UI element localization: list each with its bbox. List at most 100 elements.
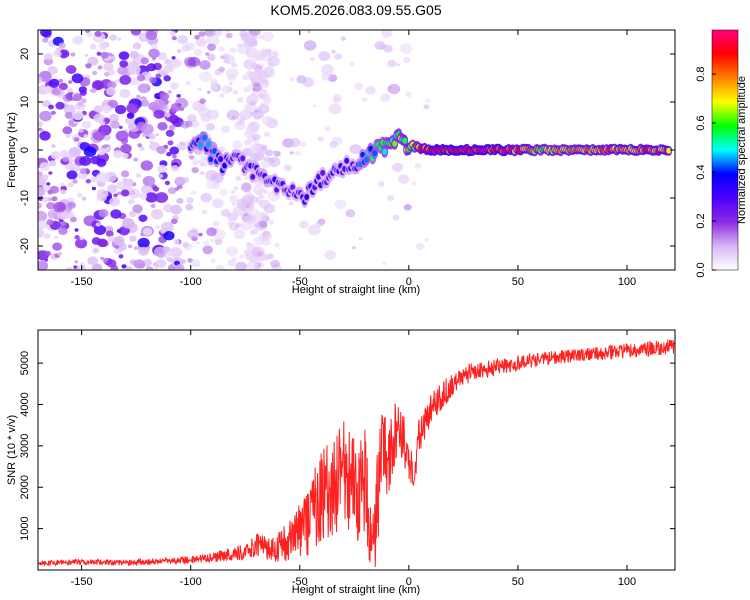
spectrogram-noise-cell (206, 227, 217, 237)
spectrogram-noise-cell (120, 189, 130, 197)
spectrogram-noise-cell (137, 237, 150, 248)
spectrogram-noise-cell (146, 64, 153, 71)
spectrogram-noise-cell (302, 77, 315, 88)
spectrogram-noise-cell (246, 261, 259, 270)
spectrogram-noise-cell (247, 121, 260, 132)
spectrogram-noise-cell (262, 78, 269, 84)
spectrogram-noise-cell (334, 53, 342, 60)
spectrogram-noise-cell (260, 159, 272, 169)
spectrogram-noise-cell (414, 162, 422, 169)
spectrogram-noise-cell (261, 31, 274, 42)
spectrogram-noise-cell (91, 263, 103, 270)
spectrogram-noise-cell (96, 193, 107, 202)
spectrogram-noise-cell (83, 134, 89, 138)
spectrogram-noise-cell (345, 209, 356, 218)
spectrogram-noise-cell (262, 115, 274, 126)
spectrogram-noise-cell (93, 81, 104, 90)
spectrogram-noise-cell (295, 150, 301, 156)
spectrogram-noise-cell (153, 109, 165, 119)
spectrogram-noise-cell (245, 34, 255, 42)
spectrogram-noise-cell (79, 236, 85, 241)
spectrogram-noise-cell (228, 81, 233, 86)
spectrogram-noise-cell (212, 182, 221, 190)
spectrogram-noise-cell (73, 265, 78, 269)
spectrogram-noise-cell (94, 30, 102, 37)
spectrogram-noise-cell (121, 264, 127, 269)
spectrogram-noise-cell (46, 182, 51, 186)
spectrogram-noise-cell (62, 126, 73, 135)
spectrogram-noise-cell (195, 241, 200, 245)
spectrogram-noise-cell (192, 159, 200, 166)
spectrogram-noise-cell (198, 157, 210, 167)
spectrogram-noise-cell (205, 170, 219, 181)
spectrogram-noise-cell (274, 242, 280, 248)
spectrogram-noise-cell (46, 219, 54, 226)
spectrogram-noise-cell (189, 155, 195, 160)
spectrogram-noise-cell (50, 110, 56, 115)
spectrogram-noise-cell (198, 106, 211, 118)
spectrogram-noise-cell (73, 93, 83, 102)
spectrogram-noise-cell (92, 130, 105, 141)
spectrogram-noise-cell (129, 50, 139, 59)
spectrogram-noise-cell (115, 130, 129, 142)
spectrogram-noise-cell (229, 47, 237, 54)
colorbar-gradient (712, 30, 738, 270)
spectrogram-noise-cell (205, 52, 210, 56)
spectrogram-noise-cell (115, 104, 127, 115)
spectrogram-noise-cell (374, 41, 386, 50)
colorbar-tick-label: 0.4 (695, 164, 707, 179)
spectrogram-noise-cell (118, 254, 124, 259)
spectrogram-noise-cell (307, 30, 311, 34)
snr-frame (37, 329, 676, 571)
snr-y-tick-label: 2000 (19, 475, 31, 499)
spectrogram-noise-cell (221, 125, 231, 133)
spectrogram-noise-cell (269, 50, 279, 58)
spectrogram-noise-cell (51, 87, 61, 96)
spectrogram-noise-cell (283, 164, 292, 172)
spectrogram-noise-cell (155, 192, 169, 203)
spectrogram-noise-cell (231, 116, 236, 119)
snr-plot-area (38, 330, 675, 570)
spectrogram-noise-cell (136, 73, 141, 76)
spectrogram-noise-cell (120, 170, 130, 178)
spectrogram-noise-cell (225, 67, 239, 79)
spectrogram-noise-cell (307, 224, 321, 236)
spectrogram-noise-cell (197, 87, 202, 92)
snr-series-line (38, 339, 675, 568)
spectrogram-noise-cell (245, 201, 252, 208)
spectrogram-noise-cell (226, 109, 240, 121)
spectrogram-noise-cell (50, 151, 61, 160)
spectrogram-noise-cell (90, 88, 97, 94)
spectrogram-noise-cell (257, 48, 270, 59)
spectrogram-noise-cell (405, 91, 412, 98)
spectrogram-noise-cell (59, 150, 69, 158)
snr-x-tick-label: -150 (71, 576, 93, 588)
spectrogram-noise-cell (169, 30, 176, 36)
spectrogram-noise-cell (268, 219, 275, 225)
spectrogram-noise-cell (53, 50, 62, 58)
spectrogram-noise-cell (321, 72, 331, 81)
spectrogram-noise-cell (91, 186, 96, 191)
spectrogram-noise-cell (244, 214, 256, 225)
spectrogram-noise-cell (44, 250, 52, 256)
spectrogram-noise-cell (42, 100, 51, 108)
spectrogram-noise-cell (253, 236, 264, 246)
spectrogram-noise-cell (257, 76, 264, 82)
spectrogram-noise-cell (96, 158, 107, 167)
spectrogram-noise-cell (202, 245, 213, 255)
spectrogram-noise-cell (235, 261, 247, 270)
spectrogram-noise-cell (76, 192, 83, 198)
spectrogram-noise-cell (96, 147, 106, 156)
spectrogram-noise-cell (74, 235, 80, 240)
spectrogram-noise-cell (259, 199, 271, 210)
spectrogram-noise-cell (232, 140, 243, 150)
figure-title: KOM5.2026.083.09.55.G05 (270, 2, 441, 18)
spectrogram-noise-cell (171, 218, 178, 224)
spectrogram-y-ticks: -20 -10 0 10 20 (19, 48, 675, 254)
spectrogram-noise-cell (38, 76, 43, 84)
snr-y-tick-label: 3000 (19, 434, 31, 458)
spectrogram-noise-cell (69, 216, 77, 223)
spectrogram-noise-cell (381, 30, 393, 39)
spectrogram-noise-cell (310, 57, 315, 61)
spectrogram-noise-cell (81, 120, 92, 129)
